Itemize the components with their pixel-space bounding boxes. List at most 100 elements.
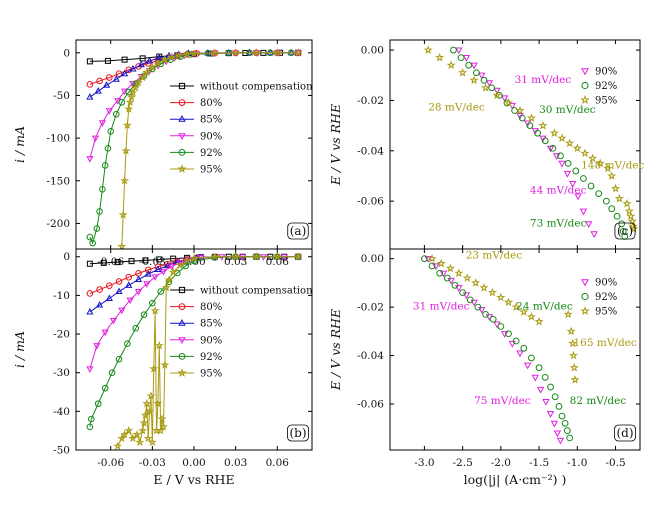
data-point [189, 48, 199, 58]
data-point [613, 212, 621, 220]
data-point [557, 133, 567, 143]
slope-annotation: 82 mV/dec [570, 395, 627, 407]
data-point [618, 220, 626, 228]
y-tick-label: -0.02 [357, 302, 384, 314]
legend-marker [178, 115, 186, 122]
data-point [118, 307, 126, 315]
data-point [549, 128, 559, 138]
data-point [436, 269, 444, 277]
data-point [101, 329, 109, 337]
data-point [608, 205, 616, 213]
legend-marker [580, 94, 590, 105]
data-point [563, 170, 572, 178]
data-point [561, 419, 569, 427]
slope-annotation: 31 mV/dec [413, 301, 470, 313]
data-point [115, 287, 123, 295]
data-point [87, 415, 95, 423]
data-point [138, 426, 148, 435]
data-point [277, 49, 284, 56]
data-point [607, 171, 617, 180]
data-point [435, 52, 445, 62]
legend-item-92pct: 92% [170, 352, 222, 363]
legend-item-80pct: 80% [170, 302, 222, 313]
data-point [534, 129, 541, 137]
data-point [121, 146, 131, 155]
data-point [450, 46, 457, 54]
data-point [96, 286, 103, 293]
data-point [182, 49, 192, 58]
data-point [462, 292, 471, 300]
data-point [470, 299, 478, 307]
data-point [602, 197, 610, 205]
panel-b: 0 -10 -20 -30 -40 -50 -0.06 -0.03 0.00 0.03 0.06 i … [12, 248, 313, 469]
data-point [145, 406, 154, 416]
data-point [161, 283, 171, 292]
data-point [124, 340, 131, 348]
data-point [139, 55, 146, 62]
data-point [287, 48, 295, 56]
data-point [511, 302, 521, 311]
legend-marker [581, 68, 589, 76]
data-point [124, 104, 134, 113]
data-point [496, 292, 506, 302]
data-point [595, 158, 605, 168]
data-point [86, 81, 94, 88]
data-point [134, 78, 143, 87]
data-point [629, 224, 639, 233]
data-point [588, 153, 598, 163]
data-point [154, 265, 162, 272]
data-point [565, 138, 575, 148]
data-point [489, 315, 497, 323]
data-point [260, 49, 267, 56]
data-point [150, 306, 160, 315]
data-point [210, 252, 220, 261]
plot-area [423, 45, 639, 240]
data-point [541, 373, 549, 381]
data-point [117, 433, 127, 443]
plot-area [86, 48, 303, 249]
data-point [168, 267, 178, 276]
data-point [547, 383, 554, 391]
data-point [129, 81, 137, 88]
legend-marker [177, 368, 187, 377]
data-point [293, 252, 303, 261]
data-point [86, 307, 94, 315]
data-point [156, 426, 166, 435]
legend-marker [178, 303, 186, 311]
data-point [515, 105, 525, 115]
data-point [101, 384, 109, 392]
series-95pct [427, 253, 580, 384]
legend-marker [178, 337, 186, 344]
y-tick-label: -0.02 [357, 95, 384, 107]
data-point [105, 108, 113, 115]
data-point [125, 273, 133, 281]
data-point [493, 87, 501, 95]
data-point [443, 274, 451, 282]
data-point [93, 343, 101, 350]
data-point [455, 285, 463, 292]
series-90pct [424, 256, 565, 445]
data-point [535, 364, 543, 372]
slope-annotation: 165 mV/dec [573, 337, 636, 349]
data-point [624, 206, 634, 216]
data-point [564, 159, 572, 167]
data-point [151, 274, 159, 281]
data-point [147, 437, 157, 447]
legend-item-92pct: 92% [581, 81, 617, 92]
legend-marker [581, 292, 589, 301]
data-point [112, 75, 120, 82]
data-point [518, 114, 526, 122]
data-point [114, 259, 121, 266]
legend-label: 85% [200, 115, 222, 126]
x-tick-label: 0.03 [224, 457, 247, 469]
series-95pct [423, 45, 639, 233]
data-point [115, 355, 123, 363]
data-point [500, 95, 509, 103]
series-line [121, 52, 299, 247]
y-tick-label: -100 [46, 133, 70, 145]
legend-item-80pct: 80% [170, 98, 222, 109]
data-point [252, 252, 261, 261]
data-point [144, 270, 152, 277]
data-point [125, 281, 133, 288]
data-point [566, 434, 574, 442]
